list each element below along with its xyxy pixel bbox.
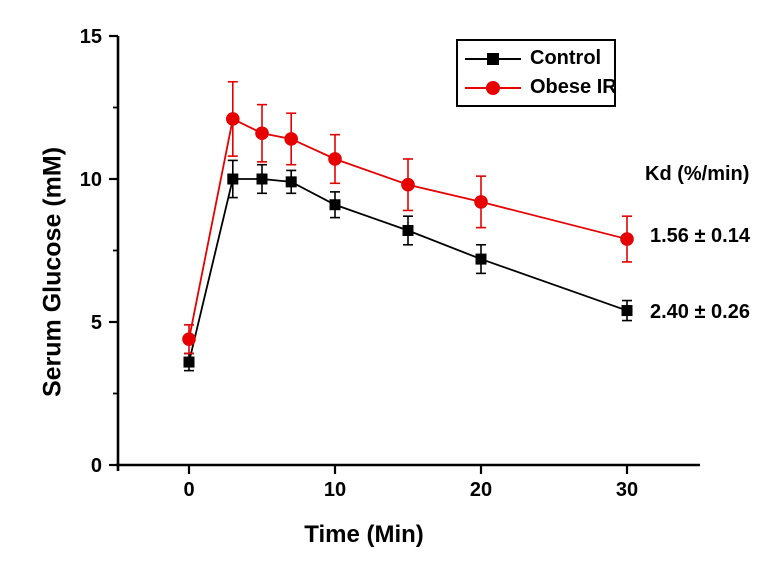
y-tick-label: 5 — [91, 312, 102, 334]
legend-sample-obese-ir — [465, 80, 521, 95]
legend-sample-control — [465, 51, 521, 66]
x-tick-label: 30 — [616, 479, 638, 501]
y-tick-label: 15 — [80, 26, 102, 48]
y-tick-label: 0 — [91, 455, 102, 477]
data-point-circle — [474, 195, 488, 209]
square-marker-icon — [487, 52, 499, 65]
data-point-square — [621, 305, 633, 317]
legend-label-control: Control — [530, 47, 602, 69]
kd-value-obese-ir: 1.56 ± 0.14 — [650, 225, 750, 247]
legend-label-obese-ir: Obese IR — [530, 76, 617, 98]
x-axis-title: Time (Min) — [304, 521, 424, 548]
data-point-square — [183, 356, 195, 368]
x-tick-label: 10 — [324, 479, 346, 501]
legend-item-obese-ir: Obese IR — [465, 76, 617, 99]
kd-value-control: 2.40 ± 0.26 — [650, 301, 750, 323]
data-point-square — [329, 199, 341, 211]
data-point-circle — [620, 232, 634, 246]
data-point-square — [227, 173, 239, 185]
x-tick-label: 20 — [470, 479, 492, 501]
y-axis-title: Serum Glucose (mM) — [38, 146, 67, 398]
data-point-circle — [328, 152, 342, 166]
legend: Control Obese IR — [456, 39, 617, 107]
data-point-circle — [284, 132, 299, 146]
data-point-square — [256, 173, 268, 185]
data-point-circle — [401, 177, 415, 192]
data-point-circle — [255, 126, 269, 141]
data-point-circle — [182, 332, 196, 346]
data-point-square — [402, 224, 414, 236]
data-point-square — [475, 253, 487, 265]
kd-header: Kd (%/min) — [645, 163, 750, 185]
legend-item-control: Control — [465, 47, 614, 70]
data-point-square — [285, 176, 297, 188]
series-obese-ir — [182, 80, 634, 355]
y-tick-label: 10 — [80, 169, 102, 191]
circle-marker-icon — [486, 80, 500, 95]
series-control — [183, 159, 633, 372]
data-point-circle — [226, 112, 240, 126]
x-tick-label: 0 — [183, 479, 194, 501]
